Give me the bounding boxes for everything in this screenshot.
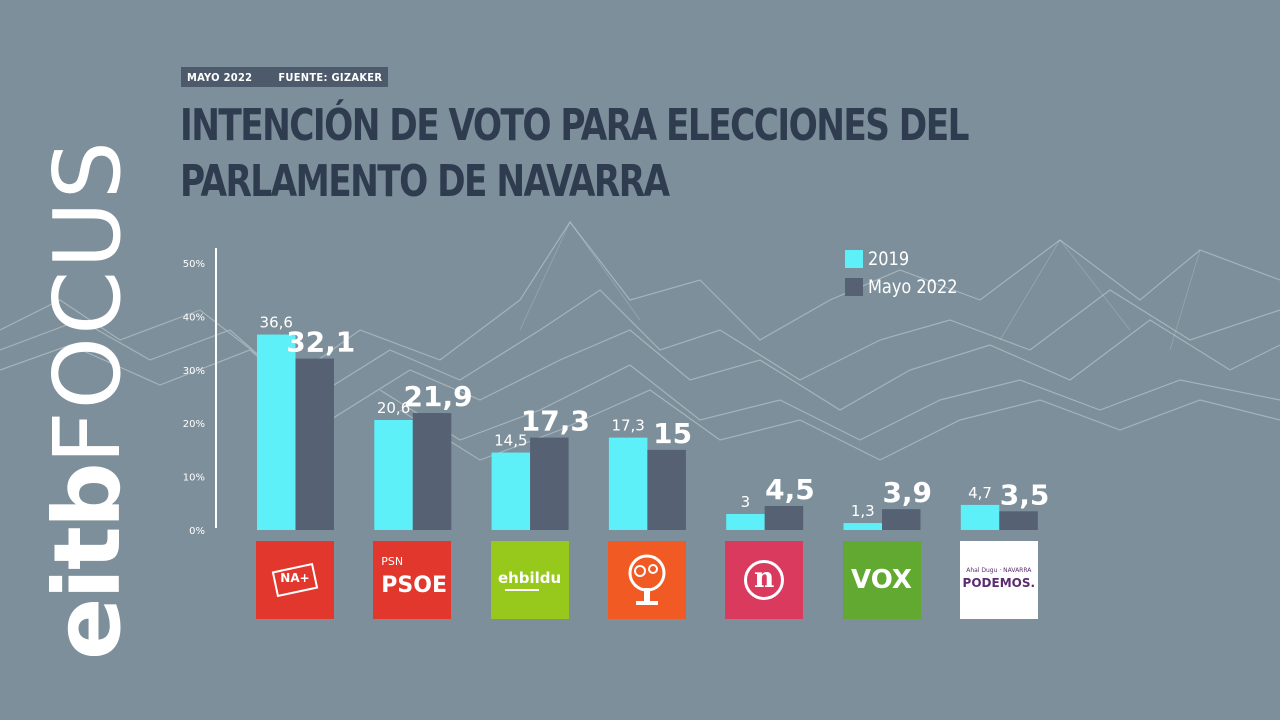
legend-label-mayo-2022: Mayo 2022 [868,276,958,298]
data-label-mayo-2022: 32,1 [286,326,355,359]
podemos-icon: Ahal Dugu · NAVARRA PODEMOS. [959,541,1038,619]
y-tick-label: 20% [183,419,205,430]
data-label-2019: 1,3 [851,502,875,520]
ehbildu-icon: ehbildu [490,541,569,619]
meta-bar: MAYO 2022 FUENTE: GIZAKER [181,67,389,87]
na-plus-label: NA+ [280,571,310,585]
source-label: FUENTE: GIZAKER [278,70,383,84]
chart-title: INTENCIÓN DE VOTO PARA ELECCIONES DEL PA… [180,98,969,210]
n-circle [744,560,785,600]
legend-swatch-2019 [845,250,863,268]
data-label-mayo-2022: 21,9 [404,380,473,413]
bar-mayo-2022 [999,511,1038,530]
y-tick-label: 30% [183,366,205,377]
date-label: MAYO 2022 [187,70,253,84]
y-tick-label: 0% [189,526,205,537]
podemos-label: PODEMOS. [962,576,1036,590]
bar-2019 [726,513,765,530]
title-line-2: PARLAMENTO DE NAVARRA [180,156,670,207]
title-line-1: INTENCIÓN DE VOTO PARA ELECCIONES DEL [180,100,969,151]
data-label-mayo-2022: 15 [653,417,692,450]
n-label: n [754,561,775,594]
vox-label: VOX [851,565,912,595]
bar-2019 [843,523,882,530]
bar-mayo-2022 [412,413,452,530]
data-label-2019: 4,7 [968,484,992,502]
legend-swatch-mayo-2022 [845,278,863,296]
tree-icon [628,554,666,605]
n-icon: n [725,541,804,619]
legend-label-2019: 2019 [868,248,910,270]
bar-mayo-2022 [530,437,569,530]
geroa-bai-tree-icon [607,541,686,619]
bar-2019 [608,437,648,530]
ehbildu-underline [504,589,539,591]
bar-2019 [374,419,413,530]
y-tick-label: 50% [183,259,205,270]
psn-psoe-icon: PSN PSOE [373,541,452,619]
bar-mayo-2022 [647,449,686,530]
bar-mayo-2022 [882,509,921,530]
bar-2019 [960,504,1000,530]
data-label-2019: 36,6 [260,314,293,332]
legend-item-2019: 2019 [845,245,973,273]
data-label-mayo-2022: 4,5 [765,473,815,506]
psn-label: PSN [381,555,404,568]
bar-2019 [257,334,296,530]
legend-item-mayo-2022: Mayo 2022 [845,273,973,301]
podemos-top-label: Ahal Dugu · NAVARRA [966,567,1032,574]
data-label-mayo-2022: 3,9 [882,476,932,509]
data-label-mayo-2022: 3,5 [1000,478,1050,511]
y-tick-label: 40% [183,312,205,323]
y-tick-label: 10% [183,473,205,484]
chart-legend: 2019 Mayo 2022 [845,245,973,301]
bar-mayo-2022 [764,505,804,530]
data-label-mayo-2022: 17,3 [521,405,590,438]
data-label-2019: 17,3 [611,417,644,435]
bar-mayo-2022 [295,358,334,530]
na-plus-icon: NA+ [256,541,334,619]
psoe-label: PSOE [381,573,447,598]
data-label-2019: 20,6 [377,399,410,417]
data-label-2019: 14,5 [494,432,527,450]
bar-2019 [491,452,531,530]
vox-icon: VOX [842,541,921,619]
ehbildu-label: ehbildu [497,569,562,587]
data-label-2019: 3 [741,493,751,511]
